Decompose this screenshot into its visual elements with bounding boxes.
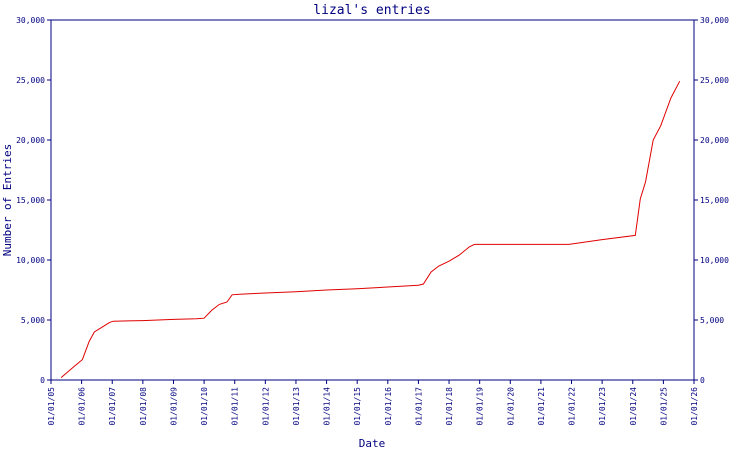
x-tick-label: 01/01/12 <box>261 387 270 426</box>
x-tick-label: 01/01/09 <box>169 387 178 426</box>
y-tick-label-left: 15,000 <box>16 196 45 205</box>
x-tick-label: 01/01/18 <box>445 387 454 426</box>
y-tick-label-left: 30,000 <box>16 16 45 25</box>
plot-border <box>50 19 695 381</box>
x-tick-label: 01/01/16 <box>384 387 393 426</box>
x-tick-label: 01/01/06 <box>78 387 87 426</box>
y-axis-label: Number of Entries <box>1 144 14 257</box>
chart-title: lizal's entries <box>313 3 430 18</box>
x-tick-label: 01/01/07 <box>108 387 117 426</box>
x-axis-label: Date <box>359 437 386 450</box>
x-tick-label: 01/01/23 <box>598 387 607 426</box>
x-tick-label: 01/01/15 <box>353 387 362 426</box>
series-line <box>60 80 681 378</box>
x-tick-label: 01/01/17 <box>414 387 423 426</box>
x-tick-label: 01/01/05 <box>47 387 56 426</box>
x-tick-label: 01/01/14 <box>323 387 332 426</box>
y-tick-label-right: 30,000 <box>700 16 729 25</box>
plot-frame <box>50 19 695 381</box>
x-tick-label: 01/01/26 <box>690 387 699 426</box>
x-tick-label: 01/01/20 <box>506 387 515 426</box>
y-tick-label-right: 5,000 <box>700 316 724 325</box>
y-tick-label-right: 15,000 <box>700 196 729 205</box>
y-tick-label-left: 5,000 <box>21 316 45 325</box>
x-tick-label: 01/01/24 <box>629 387 638 426</box>
y-tick-label-left: 20,000 <box>16 136 45 145</box>
x-tick-label: 01/01/10 <box>200 387 209 426</box>
series-layer <box>60 80 681 378</box>
y-axis-left: 0 5,000 10,000 15,000 20,000 25,000 30,000 <box>16 16 51 385</box>
x-tick-label: 01/01/22 <box>568 387 577 426</box>
x-tick-label: 01/01/19 <box>476 387 485 426</box>
y-tick-label-right: 25,000 <box>700 76 729 85</box>
x-tick-label: 01/01/13 <box>292 387 301 426</box>
y-tick-label-right: 10,000 <box>700 256 729 265</box>
y-axis-right: 0 5,000 10,000 15,000 20,000 25,000 30,000 <box>694 16 729 385</box>
x-tick-label: 01/01/21 <box>537 387 546 426</box>
y-tick-label-right: 20,000 <box>700 136 729 145</box>
x-axis: 01/01/05 01/01/06 01/01/07 01/01/08 01/01/09… <box>47 380 699 426</box>
y-tick-label-right: 0 <box>700 376 705 385</box>
x-tick-label: 01/01/11 <box>231 387 240 426</box>
y-tick-label-left: 25,000 <box>16 76 45 85</box>
y-tick-label-left: 0 <box>40 376 45 385</box>
x-tick-label: 01/01/25 <box>659 387 668 426</box>
x-tick-label: 01/01/08 <box>139 387 148 426</box>
y-tick-label-left: 10,000 <box>16 256 45 265</box>
